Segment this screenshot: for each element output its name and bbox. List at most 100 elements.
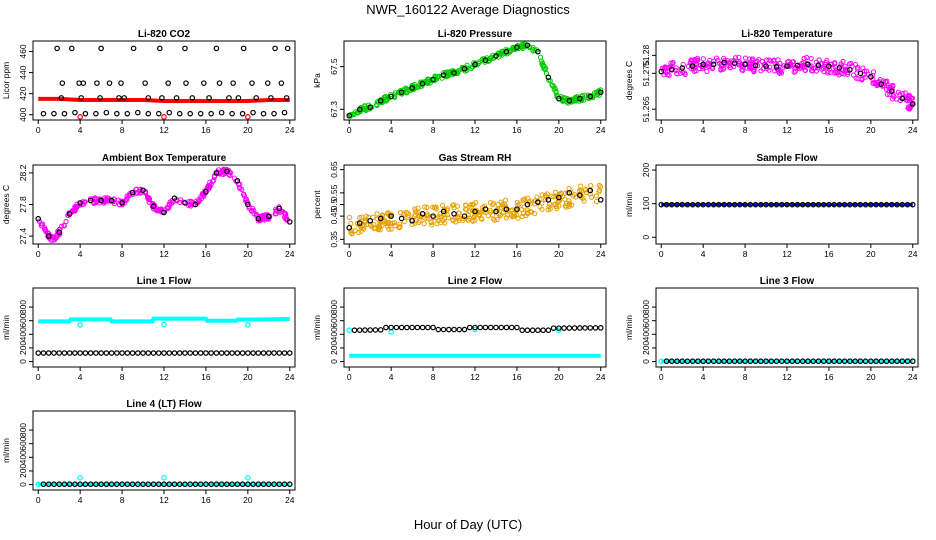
data-point (847, 201, 853, 208)
data-point (239, 110, 246, 117)
data-point (874, 79, 880, 86)
x-tick-label: 24 (285, 125, 295, 135)
data-point (888, 201, 895, 208)
data-point (705, 60, 711, 66)
data-point (658, 68, 665, 75)
data-point (240, 45, 247, 52)
data-point (485, 213, 491, 219)
data-point (276, 350, 283, 356)
data-point (161, 209, 167, 216)
series-1 (346, 42, 604, 119)
data-point (401, 210, 407, 216)
data-point (693, 68, 699, 74)
data-point (253, 95, 260, 101)
data-point (810, 68, 816, 74)
data-point (666, 72, 672, 78)
data-point (419, 80, 426, 87)
data-point (490, 200, 497, 206)
x-tick-label: 4 (78, 372, 83, 382)
data-point (482, 57, 489, 64)
data-point (284, 45, 291, 52)
data-point (842, 68, 848, 74)
x-tick-label: 24 (285, 372, 295, 382)
data-point (440, 208, 447, 215)
data-point (520, 197, 526, 203)
data-point (409, 221, 415, 228)
data-point (868, 201, 874, 208)
data-point (213, 481, 220, 488)
data-point (249, 208, 255, 214)
data-point (135, 481, 141, 488)
data-point (146, 194, 152, 201)
data-point (118, 80, 124, 86)
data-point (286, 219, 293, 225)
y-tick-label: 67.5 (329, 58, 339, 75)
data-point (66, 481, 73, 488)
data-point (145, 110, 152, 117)
data-point (92, 195, 98, 201)
data-point (260, 110, 267, 117)
data-point (571, 325, 578, 331)
data-point (689, 201, 696, 208)
data-point (757, 358, 764, 365)
x-tick-label: 4 (78, 495, 83, 505)
data-point (668, 66, 675, 73)
data-point (815, 65, 822, 71)
data-point (424, 204, 430, 211)
data-point (87, 481, 94, 488)
data-point (429, 222, 435, 228)
x-tick-label: 20 (866, 249, 876, 259)
data-point (524, 201, 531, 208)
data-point (463, 202, 469, 208)
x-tick-label: 12 (470, 372, 480, 382)
panel-title: Li-820 Pressure (438, 29, 513, 40)
data-point (556, 194, 562, 201)
x-tick-label: 16 (201, 372, 211, 382)
data-point (435, 218, 441, 224)
data-point (197, 481, 204, 488)
data-point (541, 66, 547, 72)
data-point (805, 201, 811, 208)
data-point (145, 95, 152, 101)
data-point (461, 326, 468, 333)
data-point (840, 58, 846, 65)
data-point (541, 63, 547, 69)
data-point (161, 481, 167, 488)
data-point (493, 324, 499, 331)
data-point (224, 168, 230, 175)
data-point (40, 350, 47, 356)
data-point (766, 67, 772, 73)
data-point (677, 70, 684, 76)
data-point (103, 109, 110, 116)
x-tick-label: 20 (243, 249, 253, 259)
data-point (161, 321, 167, 328)
data-point (72, 109, 78, 116)
data-point (421, 221, 427, 227)
data-point (482, 203, 488, 209)
data-point (283, 95, 290, 101)
panel-line3: Line 3 Flow ml/min 0 4 8 12 16 20 24 0 20040060080… (624, 276, 919, 382)
data-point (852, 201, 858, 208)
data-point (658, 201, 665, 208)
data-point (561, 98, 567, 104)
data-point (356, 220, 363, 226)
x-tick-label: 16 (824, 125, 834, 135)
y-tick-label: 0 (641, 359, 651, 364)
data-point (483, 209, 489, 216)
y-tick-label: 200 (18, 341, 28, 355)
x-tick-label: 20 (243, 372, 253, 382)
data-point (374, 216, 380, 222)
data-point (114, 350, 120, 356)
data-point (54, 45, 60, 52)
data-point (540, 327, 546, 334)
data-point (250, 350, 256, 356)
plot-frame (32, 410, 296, 491)
data-point (424, 213, 430, 219)
x-tick-label: 0 (347, 125, 352, 135)
data-point (216, 80, 223, 86)
data-point (182, 481, 188, 488)
data-point (395, 89, 401, 96)
data-point (472, 324, 478, 331)
data-point (857, 358, 864, 365)
x-tick-label: 8 (120, 125, 125, 135)
